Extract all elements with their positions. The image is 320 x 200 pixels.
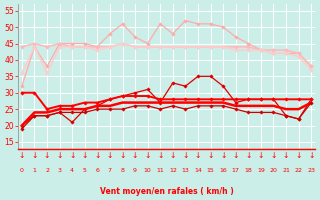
Text: ↓: ↓ [233,151,239,160]
Text: ↓: ↓ [182,151,188,160]
Text: ↓: ↓ [258,151,264,160]
Text: ↓: ↓ [144,151,151,160]
Text: ↓: ↓ [207,151,214,160]
Text: ↓: ↓ [94,151,100,160]
Text: ↓: ↓ [157,151,164,160]
Text: ↓: ↓ [82,151,88,160]
Text: ↓: ↓ [170,151,176,160]
Text: ↓: ↓ [283,151,289,160]
Text: ↓: ↓ [195,151,201,160]
Text: ↓: ↓ [69,151,76,160]
Text: ↓: ↓ [270,151,277,160]
Text: ↓: ↓ [107,151,113,160]
Text: ↓: ↓ [56,151,63,160]
Text: ↓: ↓ [31,151,38,160]
Text: ↓: ↓ [19,151,25,160]
Text: ↓: ↓ [220,151,226,160]
Text: ↓: ↓ [245,151,252,160]
Text: ↓: ↓ [295,151,302,160]
X-axis label: Vent moyen/en rafales ( km/h ): Vent moyen/en rafales ( km/h ) [100,187,233,196]
Text: ↓: ↓ [44,151,50,160]
Text: ↓: ↓ [119,151,126,160]
Text: ↓: ↓ [308,151,314,160]
Text: ↓: ↓ [132,151,138,160]
